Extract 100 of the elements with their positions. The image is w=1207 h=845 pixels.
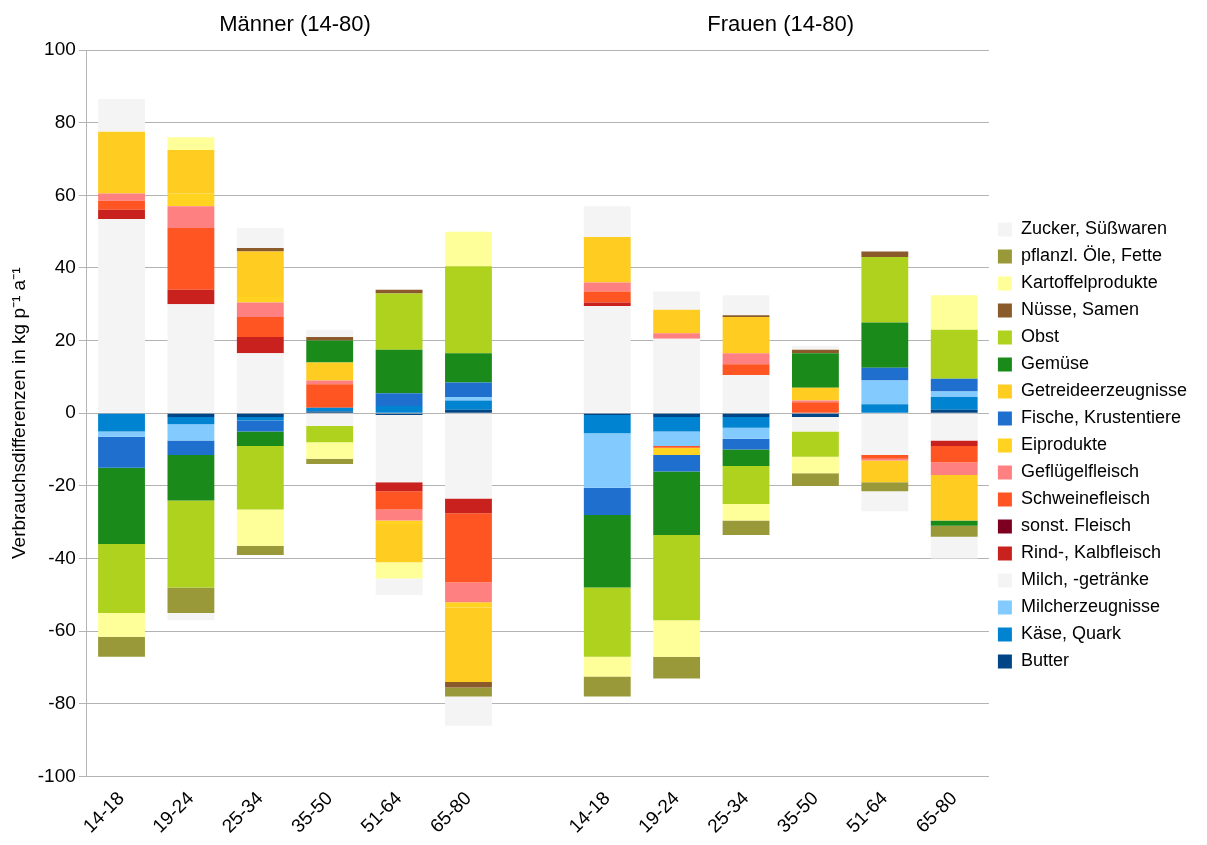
bar: [722, 375, 770, 413]
bar: [861, 380, 909, 405]
bar: [653, 656, 701, 679]
y-tick-label: 60: [54, 183, 76, 205]
bar: [722, 449, 770, 466]
bar: [445, 266, 492, 354]
y-tick-label: 100: [44, 38, 76, 60]
y-tick-label: -80: [48, 692, 76, 714]
text: Männer (14-80): [219, 11, 371, 37]
bar: [167, 304, 215, 413]
bar: [375, 415, 423, 483]
bar: [236, 336, 284, 354]
bar: [167, 137, 215, 150]
bar: [375, 349, 423, 394]
bar: [306, 442, 354, 459]
bar: [445, 687, 492, 697]
bar: [583, 306, 631, 413]
y-tick-label: -100: [37, 764, 76, 786]
bar: [375, 393, 423, 406]
bar: [722, 295, 770, 316]
bar: [167, 424, 215, 441]
bar: [306, 425, 354, 443]
bar: [445, 353, 492, 383]
y-tick-label: 40: [54, 256, 76, 278]
bar: [930, 445, 978, 463]
bar: [653, 416, 701, 432]
bar: [722, 427, 770, 439]
bar: [375, 482, 423, 492]
bar: [792, 387, 839, 401]
bar: [722, 504, 770, 521]
bar: [236, 509, 284, 546]
bar: [722, 317, 770, 354]
bar: [445, 498, 492, 514]
bar: [98, 613, 145, 637]
bar: [445, 582, 492, 603]
bar: [861, 482, 909, 492]
bar: [930, 413, 978, 441]
y-tick-label: -20: [48, 474, 76, 496]
bar: [861, 404, 909, 413]
bar: [375, 578, 423, 595]
bar: [930, 295, 978, 330]
bar: [861, 460, 909, 483]
bar: [861, 257, 909, 323]
bar: [653, 620, 701, 657]
bar: [930, 475, 978, 521]
bar: [306, 384, 354, 408]
legend-label: sonst. Fleisch: [1020, 515, 1131, 536]
bar: [792, 413, 839, 417]
bar: [236, 445, 284, 510]
bar: [236, 317, 284, 337]
bar: [445, 231, 492, 267]
bar: [98, 193, 145, 201]
legend-label: Obst: [1020, 326, 1059, 347]
bar: [98, 99, 145, 132]
bar: [306, 340, 354, 363]
bar: [583, 514, 631, 588]
bar: [236, 228, 284, 248]
y-tick-label: 20: [54, 328, 76, 350]
y-tick-label: -60: [48, 619, 76, 641]
bar: [792, 456, 839, 474]
bar: [583, 676, 631, 697]
legend-label: Käse, Quark: [1020, 623, 1122, 644]
bar: [930, 409, 978, 413]
bar: [722, 364, 770, 376]
bar: [445, 696, 492, 726]
bar: [98, 636, 145, 657]
bar: [236, 302, 284, 317]
bar: [583, 487, 631, 515]
bar: [98, 131, 145, 194]
legend-label: Fische, Krustentiere: [1020, 407, 1181, 428]
bar: [98, 436, 145, 468]
bar: [653, 291, 701, 310]
bar: [375, 405, 423, 413]
bar: [930, 329, 978, 379]
bar: [445, 513, 492, 583]
bar: [167, 440, 215, 456]
legend-label: Zucker, Süßwaren: [1020, 218, 1167, 239]
bar: [653, 309, 701, 334]
bar: [167, 228, 215, 290]
bar: [167, 587, 215, 614]
bar: [792, 431, 839, 457]
y-axis-title: Verbrauchsdifferenzen in kg p⁻¹ a⁻¹: [7, 267, 29, 560]
bar: [583, 237, 631, 283]
bar: [445, 400, 492, 410]
bar: [236, 545, 284, 555]
bar: [236, 353, 284, 413]
legend-label: Geflügelfleisch: [1020, 461, 1139, 482]
bar: [861, 322, 909, 368]
bar: [653, 471, 701, 535]
bar: [445, 409, 492, 413]
bar: [98, 200, 145, 210]
bar: [792, 353, 839, 388]
bar: [930, 391, 978, 397]
bar: [98, 544, 145, 614]
bar: [653, 431, 701, 446]
legend-label: Eiprodukte: [1020, 434, 1107, 455]
bar: [375, 491, 423, 510]
legend-label: Milcherzeugnisse: [1020, 596, 1160, 617]
legend-label: Schweinefleisch: [1020, 488, 1150, 509]
bar: [306, 458, 354, 465]
